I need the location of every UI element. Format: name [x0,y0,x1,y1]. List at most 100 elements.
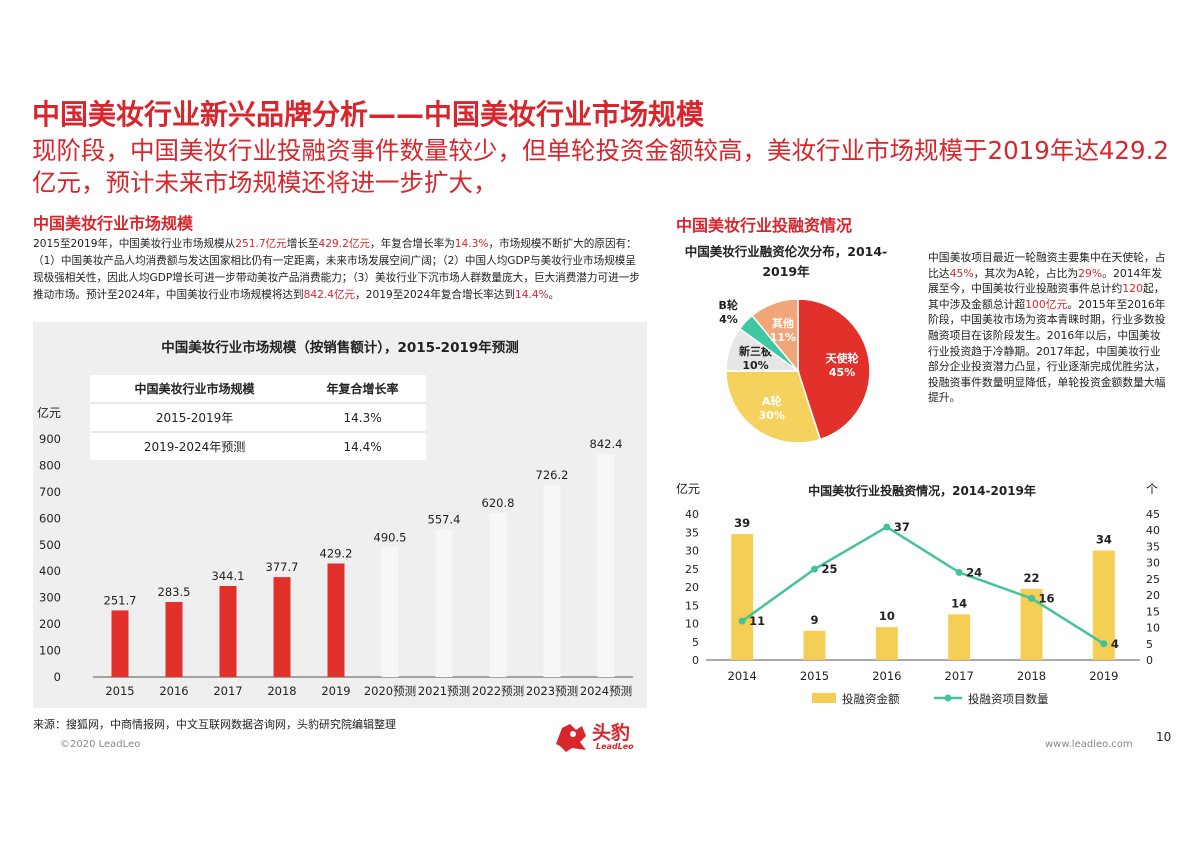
y-tick-label: 300 [39,591,61,605]
leadleo-logo: 头豹 LeadLeo [552,716,652,754]
y-tick-label: 800 [39,458,61,472]
bar-value-label: 726.2 [536,468,569,482]
bar [219,586,237,677]
right-tick-label: 30 [1146,557,1160,570]
x-tick-label: 2016 [872,669,901,683]
pie-slice [751,298,799,374]
project-count-point [883,523,891,531]
left-tick-label: 15 [685,599,699,612]
pie-slice-percent: 11% [770,331,796,344]
left-tick-label: 0 [692,654,699,667]
logo-text: 头豹 [592,722,631,744]
bar [381,547,399,677]
x-tick-label: 2021预测 [418,684,470,698]
right-tick-label: 25 [1146,573,1160,586]
bar-value-label: 344.1 [212,569,245,583]
paragraph-text: 起，其中涉及金额总计超 [928,282,1165,311]
investment-bar [948,614,971,660]
pie-slice-name: A轮 [762,394,782,408]
growth-table-header-cagr: 年复合增长率 [299,375,426,404]
paragraph-text: 。 [548,289,560,301]
legend-label: 投融资项目数量 [968,692,1049,706]
paragraph-text: ，年复合增长率为 [370,238,455,250]
highlight-value: 45% [949,266,974,280]
growth-table-cell: 14.4% [299,432,426,460]
bar-value-label: 842.4 [590,437,623,451]
bar [489,512,507,677]
project-count-point [738,617,746,625]
left-tick-label: 35 [685,526,699,539]
x-tick-label: 2022预测 [472,684,524,698]
website-text: www.leadleo.com [1045,739,1133,750]
pie-slice [797,298,871,441]
right-tick-label: 40 [1146,524,1160,537]
pie-slice-name: 新三板 [739,344,773,358]
combo-chart-title: 中国美妆行业投融资情况，2014-2019年 [808,483,1036,498]
bar [273,577,291,677]
right-tick-label: 35 [1146,540,1160,553]
y-tick-label: 200 [39,617,61,631]
bar-value-label: 557.4 [428,513,461,527]
investment-heading: 中国美妆行业投融资情况 [676,216,853,235]
market-size-chart-title: 中国美妆行业市场规模（按销售额计），2015-2019年预测 [161,340,519,356]
highlight-value: 251.7亿元 [235,238,287,250]
bar-value-label: 429.2 [320,547,353,561]
project-count-point [1100,640,1108,648]
left-tick-label: 40 [685,508,699,521]
legend-swatch-point [944,694,952,702]
x-tick-label: 2019 [1089,669,1118,683]
highlight-value: 100亿元 [1025,297,1068,311]
investment-bar [803,630,826,660]
bar-value-label: 620.8 [482,496,515,510]
investment-bar [1020,588,1043,660]
left-tick-label: 5 [692,636,699,649]
pie-slice-percent: 4% [719,313,738,326]
bar-value-label: 283.5 [158,585,191,599]
x-tick-label: 2018 [267,684,296,698]
bar-value-label: 251.7 [104,593,137,607]
left-tick-label: 20 [685,581,699,594]
x-tick-label: 2019 [321,684,350,698]
round-pie-title: 中国美妆行业融资伦次分布，2014-2019年 [684,244,888,279]
paragraph-text: 中国美妆项目最近一轮融资主要集中在天使轮，占比达 [928,251,1166,280]
project-count-label: 11 [749,614,765,628]
highlight-value: 14.4% [515,289,549,301]
investment-bar-label: 39 [734,516,750,530]
paragraph-text: 。2014年发展至今，中国美妆行业投融资事件总计约 [928,266,1163,296]
investment-combo-chart: 中国美妆行业投融资情况，2014-2019年 亿元 个 0 5 10 15 20 25 30 35 4… [676,481,1160,706]
growth-rate-table: 中国美妆行业市场规模 年复合增长率 2015-2019年 14.3% 2019-… [90,375,426,460]
x-tick-label: 2014 [728,669,757,683]
highlight-value: 29% [1078,266,1103,280]
pie-slice-name: B轮 [718,298,737,312]
investment-bar-label: 9 [810,613,818,627]
project-count-label: 25 [822,562,838,576]
right-tick-label: 45 [1146,508,1160,521]
paragraph-text: ，2019至2024年复合增长率达到 [355,289,515,301]
investment-bar-label: 14 [951,596,967,610]
right-tick-label: 10 [1146,622,1160,635]
x-tick-label: 2017 [213,684,242,698]
project-count-point [955,568,963,576]
bar [597,454,615,677]
x-tick-label: 2017 [945,669,974,683]
highlight-value: 14.3% [454,238,489,250]
y-tick-label: 500 [39,538,61,552]
pie-slice-name: 其他 [772,316,794,330]
right-axis-unit: 个 [1146,482,1158,496]
right-tick-label: 20 [1146,589,1160,602]
highlight-value: 842.4亿元 [303,289,356,301]
project-count-label: 16 [1039,591,1055,605]
investment-bar-label: 34 [1096,533,1112,547]
bar [111,610,129,677]
highlight-value: 429.2亿元 [318,238,371,250]
project-count-label: 4 [1111,637,1119,651]
highlight-value: 120 [1122,282,1143,296]
bar [543,484,561,677]
y-tick-label: 600 [39,511,61,525]
investment-bar-label: 22 [1023,571,1039,585]
project-count-label: 24 [966,565,982,579]
market-size-bar-chart: 亿元 0 100 200 300 400 500 600 700 800 900 251.7 2015 2… [37,405,633,698]
pie-slice-name: 天使轮 [826,351,859,365]
right-tick-label: 5 [1146,638,1153,651]
growth-table-cell: 2015-2019年 [90,403,300,433]
